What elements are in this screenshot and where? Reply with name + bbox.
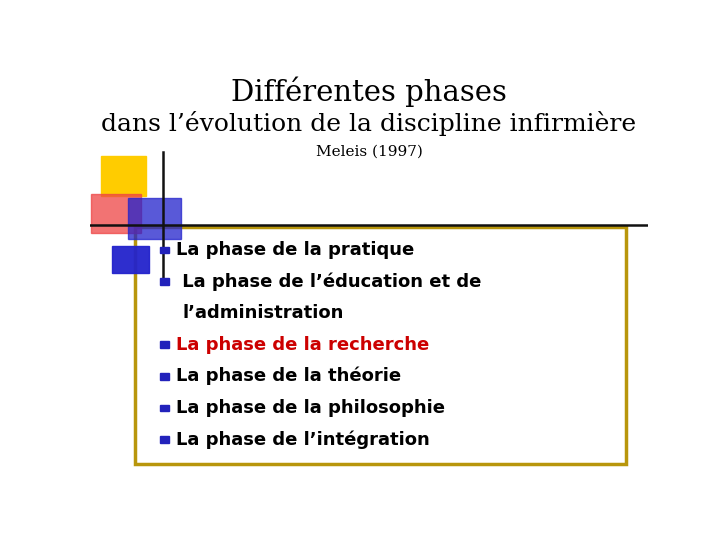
Bar	[160, 246, 168, 253]
Text: Différentes phases: Différentes phases	[231, 77, 507, 107]
Bar	[160, 373, 168, 380]
Bar	[128, 198, 181, 239]
Bar	[91, 194, 141, 233]
Bar	[160, 436, 168, 443]
Text: dans l’évolution de la discipline infirmière: dans l’évolution de la discipline infirm…	[102, 111, 636, 136]
Text: La phase de la philosophie: La phase de la philosophie	[176, 399, 446, 417]
Text: La phase de la pratique: La phase de la pratique	[176, 241, 415, 259]
Bar	[160, 341, 168, 348]
Bar	[101, 156, 145, 196]
Text: l’administration: l’administration	[182, 304, 343, 322]
Bar	[160, 278, 168, 285]
Text: Meleis (1997): Meleis (1997)	[315, 145, 423, 159]
Text: La phase de l’intégration: La phase de l’intégration	[176, 430, 431, 449]
Text: La phase de la recherche: La phase de la recherche	[176, 336, 430, 354]
Text: La phase de la théorie: La phase de la théorie	[176, 367, 402, 386]
Bar	[160, 404, 168, 411]
Bar	[112, 246, 148, 273]
Text: La phase de l’éducation et de: La phase de l’éducation et de	[176, 272, 482, 291]
FancyBboxPatch shape	[135, 227, 626, 464]
